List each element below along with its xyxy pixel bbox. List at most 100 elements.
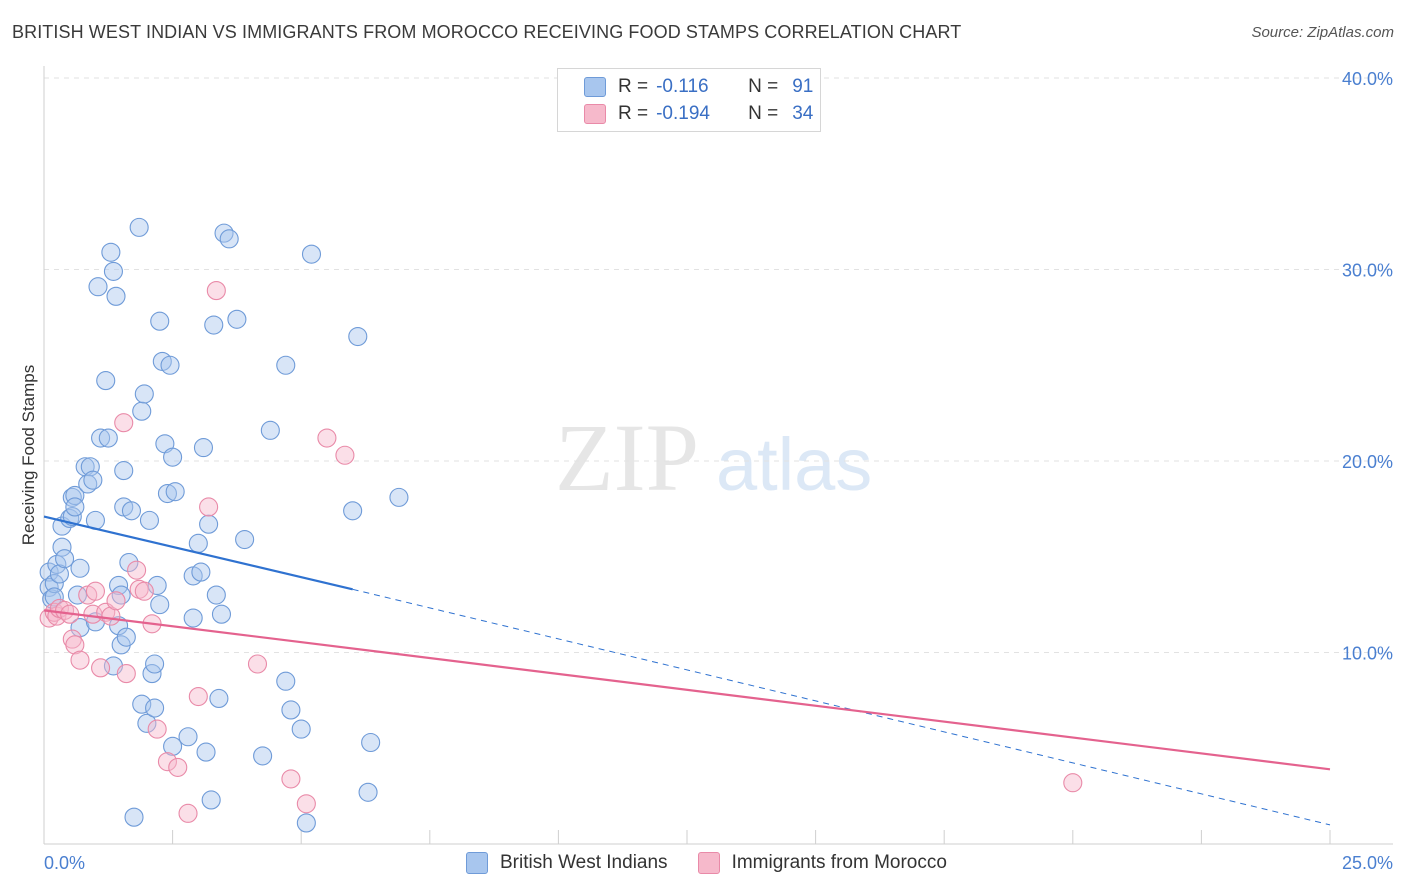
data-point: [111, 585, 131, 605]
data-point: [150, 311, 170, 331]
data-point: [157, 752, 178, 772]
data-point: [106, 591, 126, 611]
legend-swatch-pink: [697, 852, 720, 874]
x-tick-label-min: 0.0%: [44, 853, 85, 873]
legend-r-value: -0.116: [656, 76, 709, 97]
data-point: [163, 447, 183, 467]
data-point: [127, 560, 147, 580]
data-point: [317, 428, 337, 448]
data-point: [296, 794, 316, 814]
data-point: [1063, 773, 1083, 793]
data-point: [150, 595, 170, 615]
legend-label: British West Indians: [500, 852, 668, 873]
data-point: [119, 552, 139, 573]
data-point: [206, 281, 226, 301]
data-point: [193, 438, 214, 458]
data-point: [83, 470, 103, 490]
data-point: [178, 803, 198, 823]
data-point: [145, 654, 165, 674]
data-point: [139, 510, 160, 530]
y-axis-tick-labels: 10.0% 20.0% 30.0% 40.0%: [1342, 69, 1393, 664]
data-point: [199, 514, 219, 534]
legend-n-label: N =: [748, 76, 779, 97]
data-point: [209, 688, 229, 709]
y-tick-label: 20.0%: [1342, 452, 1393, 472]
legend-swatch-pink: [584, 104, 606, 124]
data-point: [134, 384, 154, 404]
data-point: [132, 694, 152, 714]
data-point: [65, 497, 85, 517]
data-point: [188, 533, 208, 553]
data-point: [70, 558, 90, 578]
data-point: [129, 217, 149, 237]
legend-item-immigrants-from-morocco: Immigrants from Morocco: [697, 852, 947, 874]
source-credit: Source: ZipAtlas.com: [1251, 24, 1394, 41]
legend-swatch-blue: [584, 77, 606, 97]
data-point: [160, 355, 180, 375]
data-point: [157, 484, 178, 504]
data-point: [206, 585, 226, 605]
legend-row-blue: R = -0.116 N = 91: [584, 75, 813, 99]
watermark-atlas: atlas: [716, 423, 872, 506]
data-point: [276, 671, 296, 691]
data-point: [116, 627, 136, 647]
data-point: [199, 497, 219, 517]
data-point: [361, 732, 381, 753]
data-point: [145, 698, 165, 718]
data-point: [296, 813, 316, 833]
data-point: [67, 585, 87, 605]
y-tick-label: 30.0%: [1342, 261, 1393, 281]
chart-title: BRITISH WEST INDIAN VS IMMIGRANTS FROM M…: [12, 22, 962, 42]
watermark-zip: ZIP: [555, 404, 699, 511]
data-point: [281, 769, 301, 789]
data-point: [191, 562, 211, 582]
data-point: [214, 223, 234, 243]
data-point: [52, 537, 72, 557]
data-point: [124, 807, 144, 827]
data-point: [70, 650, 90, 670]
data-point: [260, 420, 280, 440]
data-point: [116, 664, 136, 684]
data-point: [114, 461, 134, 481]
data-point: [343, 501, 363, 521]
data-point: [101, 606, 121, 626]
legend-n-value: 34: [792, 103, 814, 124]
y-axis-label: Receiving Food Stamps: [19, 365, 38, 545]
data-point: [134, 581, 154, 601]
correlation-legend: R = -0.116 N = 91 R = -0.194 N = 34: [557, 68, 821, 132]
data-point: [147, 575, 167, 596]
data-point: [348, 326, 368, 347]
trend-line-blue: [43, 515, 353, 591]
data-point: [204, 315, 224, 335]
data-point: [44, 574, 64, 594]
data-point: [91, 658, 111, 678]
series-legend: British West Indians Immigrants from Mor…: [466, 852, 977, 874]
data-point: [219, 229, 239, 249]
data-point: [276, 355, 296, 375]
data-point: [65, 485, 85, 506]
data-point: [98, 428, 118, 448]
data-point: [44, 587, 64, 607]
data-point: [101, 242, 121, 262]
data-point: [91, 428, 111, 448]
data-point: [235, 529, 255, 550]
legend-r-label: R =: [618, 76, 649, 97]
data-point: [132, 401, 152, 421]
y-tick-label: 10.0%: [1342, 644, 1393, 664]
data-point: [291, 719, 311, 739]
data-point: [168, 757, 188, 777]
data-point: [49, 564, 69, 584]
legend-n-value: 91: [792, 76, 814, 97]
trend-lines: [43, 515, 1331, 826]
data-point: [88, 277, 108, 297]
trend-line-blue-extension: [352, 588, 1331, 826]
data-point: [188, 686, 208, 707]
data-point: [253, 746, 273, 766]
legend-row-pink: R = -0.194 N = 34: [584, 102, 813, 126]
data-point: [121, 501, 141, 521]
data-point: [106, 286, 126, 306]
data-point: [183, 608, 203, 628]
data-point: [163, 736, 183, 756]
trend-line-pink: [43, 609, 1331, 771]
series-british-west-indians: [39, 217, 409, 833]
